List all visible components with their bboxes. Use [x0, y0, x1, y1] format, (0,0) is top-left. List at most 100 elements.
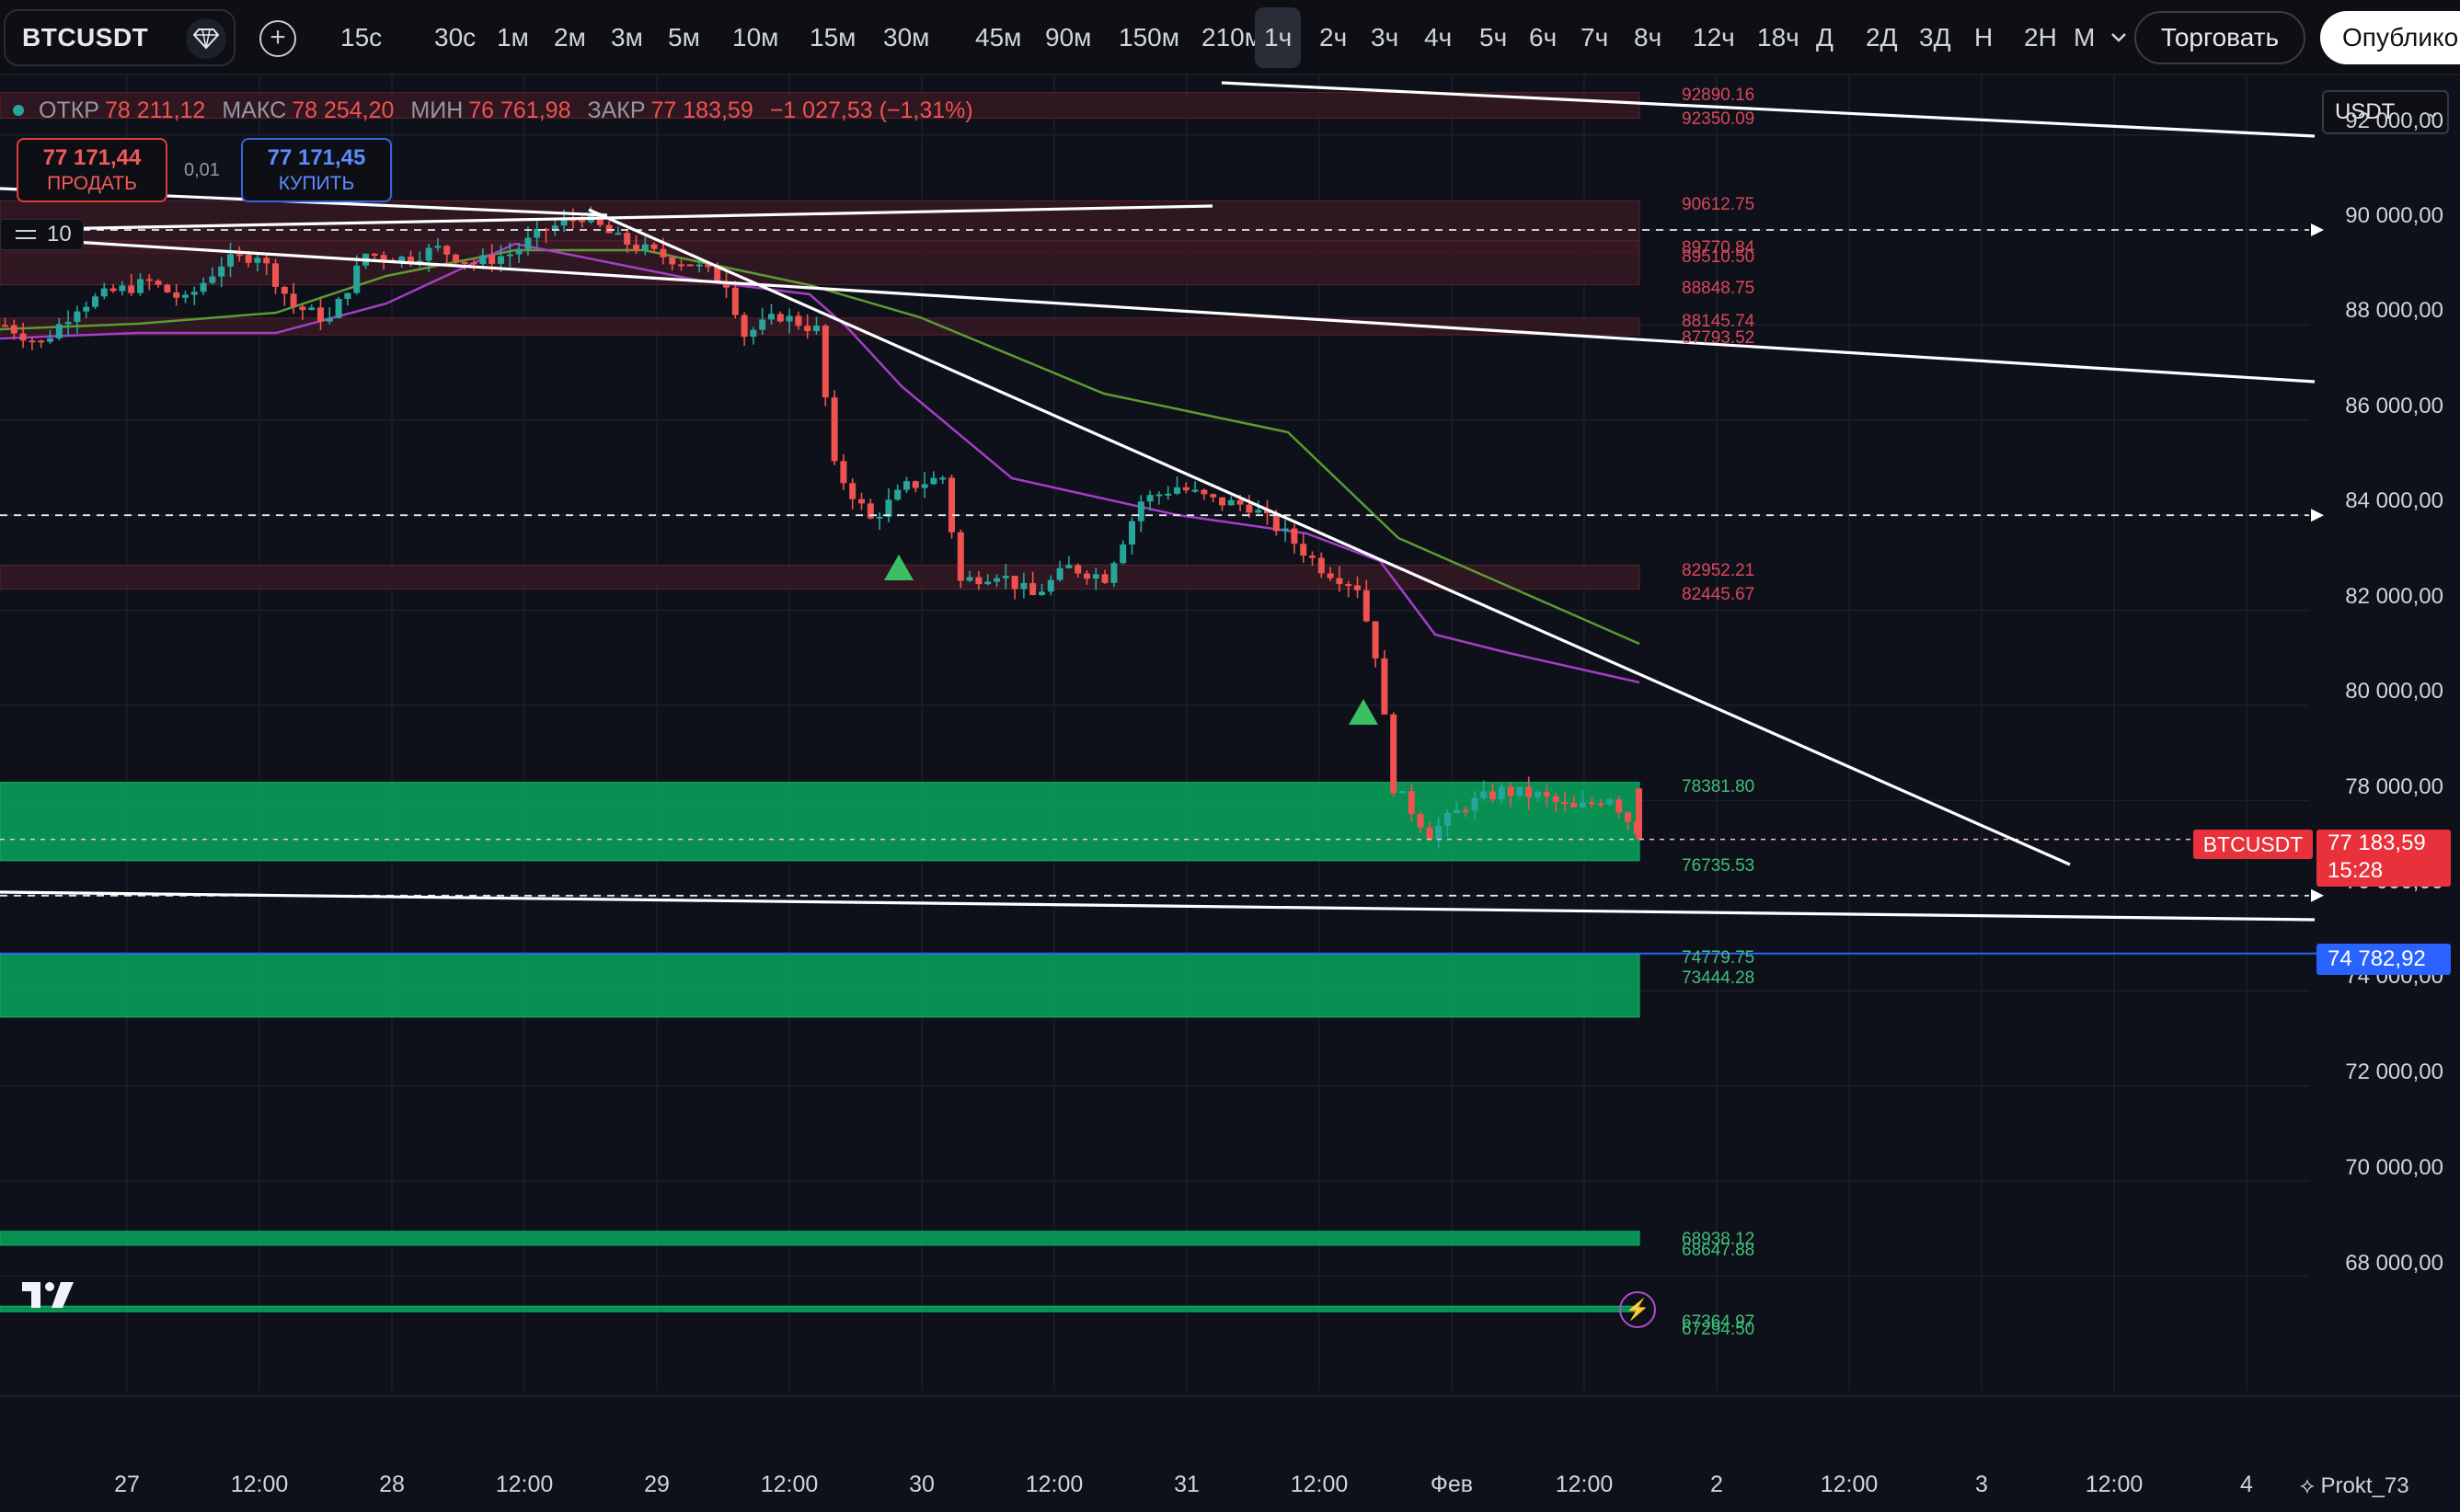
price-axis-label: 84 000,00 [2345, 488, 2443, 513]
resistance-zone [0, 92, 1640, 120]
trade-button[interactable]: Торговать [2134, 11, 2305, 64]
timeframe-10[interactable]: 90м [1045, 23, 1092, 52]
timeframe-1[interactable]: 30с [434, 23, 477, 52]
timeframe-2[interactable]: 1м [497, 23, 529, 52]
price-chart[interactable] [0, 75, 2460, 1512]
candle-body [1381, 658, 1388, 715]
symbol-search-button[interactable]: BTCUSDT [4, 9, 236, 66]
author-name: Prokt_73 [2320, 1473, 2409, 1498]
timeframe-12[interactable]: 210м [1201, 23, 1262, 52]
candle-body [560, 219, 568, 226]
candle-body [119, 285, 126, 292]
top-toolbar: BTCUSDT + 15с 30с 1м 2м 3м 5м 10м 15м 30м 45м 90м 1… [0, 0, 2460, 75]
candle-body [894, 489, 902, 500]
candle-body [317, 307, 324, 322]
timeframe-3[interactable]: 2м [554, 23, 586, 52]
time-axis-label: 12:00 [1290, 1472, 1349, 1497]
support-zone [0, 953, 1640, 1018]
candle-body [74, 311, 81, 323]
author-tag[interactable]: ⟡ Prokt_73 [2300, 1473, 2409, 1499]
alert-price-label[interactable]: 74 782,92 [2316, 944, 2451, 975]
timeframe-19[interactable]: 7ч [1581, 23, 1609, 52]
compare-symbol-button[interactable]: + [259, 20, 296, 57]
timeframe-28[interactable]: М [2074, 23, 2096, 52]
candle-body [1101, 574, 1109, 583]
candle-body [1580, 802, 1586, 808]
tradingview-logo-icon[interactable] [20, 1278, 79, 1312]
candle-body [524, 237, 532, 249]
time-axis-label: 31 [1174, 1472, 1200, 1497]
timeframe-17[interactable]: 5ч [1479, 23, 1508, 52]
price-axis-label: 92 000,00 [2345, 109, 2443, 133]
currency-select[interactable]: USDT ⌄ [2322, 90, 2449, 134]
timeframe-26[interactable]: Н [1974, 23, 1994, 52]
candle-body [1444, 813, 1451, 826]
candle-body [741, 315, 748, 338]
timeframe-7[interactable]: 15м [810, 23, 856, 52]
candle-body [398, 257, 406, 263]
candle-body [416, 260, 423, 263]
candle-body [47, 338, 53, 342]
timeframe-23[interactable]: Д [1816, 23, 1834, 52]
candle-body [1317, 557, 1325, 574]
timeframe-4[interactable]: 3м [611, 23, 643, 52]
time-axis-label: Фев [1430, 1472, 1474, 1497]
price-axis-label: 68 000,00 [2345, 1251, 2443, 1276]
candle-body [1227, 499, 1235, 506]
timeframe-20[interactable]: 8ч [1634, 23, 1662, 52]
candle-body [344, 292, 351, 300]
candle-body [1020, 582, 1028, 590]
timeframe-5[interactable]: 5м [668, 23, 700, 52]
candle-body [569, 219, 577, 222]
timeframe-14[interactable]: 2ч [1319, 23, 1348, 52]
timeframe-22[interactable]: 18ч [1757, 23, 1799, 52]
timeframe-13[interactable]: 1ч [1255, 7, 1302, 68]
timeframe-24[interactable]: 2Д [1866, 23, 1898, 52]
buy-button[interactable]: 77 171,45 КУПИТЬ [241, 138, 392, 202]
candle-body [641, 244, 649, 251]
timeframe-15[interactable]: 3ч [1371, 23, 1399, 52]
timeframe-21[interactable]: 12ч [1693, 23, 1735, 52]
chart-area[interactable] [0, 75, 2460, 1512]
candle-body [1399, 791, 1406, 794]
timeframe-27[interactable]: 2Н [2024, 23, 2057, 52]
candle-body [272, 263, 279, 287]
timeframe-6[interactable]: 10м [732, 23, 779, 52]
lightning-icon[interactable]: ⚡ [1619, 1291, 1656, 1328]
timeframe-18[interactable]: 6ч [1529, 23, 1558, 52]
candle-body [1426, 827, 1433, 840]
resistance-zone-label: 92350.09 [1682, 109, 1755, 129]
symbol-price-tag: BTCUSDT [2193, 830, 2313, 859]
time-axis-label: 12:00 [1820, 1472, 1879, 1497]
candle-body [1471, 797, 1478, 811]
chevron-down-icon[interactable] [2105, 24, 2132, 52]
timeframe-25[interactable]: 3Д [1919, 23, 1951, 52]
candle-body [1525, 786, 1533, 797]
support-zone-label: 67294.50 [1682, 1320, 1755, 1339]
timeframe-11[interactable]: 150м [1119, 23, 1179, 52]
publish-button[interactable]: Опубликовать [2320, 11, 2460, 64]
timeframe-8[interactable]: 30м [883, 23, 930, 52]
candle-body [281, 286, 288, 294]
sell-button[interactable]: 77 171,44 ПРОДАТЬ [17, 138, 167, 202]
candle-body [813, 326, 820, 331]
candle-body [1336, 578, 1343, 585]
candle-body [353, 265, 361, 293]
timeframe-0[interactable]: 15с [340, 23, 383, 52]
low-label: МИН [410, 97, 464, 123]
candle-body [218, 266, 225, 277]
candle-body [596, 214, 604, 225]
candle-body [615, 233, 622, 235]
candle-body [1246, 504, 1253, 513]
candle-body [1165, 493, 1172, 496]
timeframe-16[interactable]: 4ч [1424, 23, 1453, 52]
diamond-icon[interactable] [186, 18, 226, 59]
indicator-toggle[interactable]: 10 [0, 219, 84, 250]
market-status-dot[interactable] [13, 105, 24, 116]
time-axis-label: 2 [1710, 1472, 1723, 1497]
candle-body [38, 340, 45, 343]
timeframe-9[interactable]: 45м [975, 23, 1022, 52]
low-value: 76 761,98 [468, 97, 571, 123]
candle-body [425, 247, 432, 261]
time-axis-label: 29 [644, 1472, 670, 1497]
